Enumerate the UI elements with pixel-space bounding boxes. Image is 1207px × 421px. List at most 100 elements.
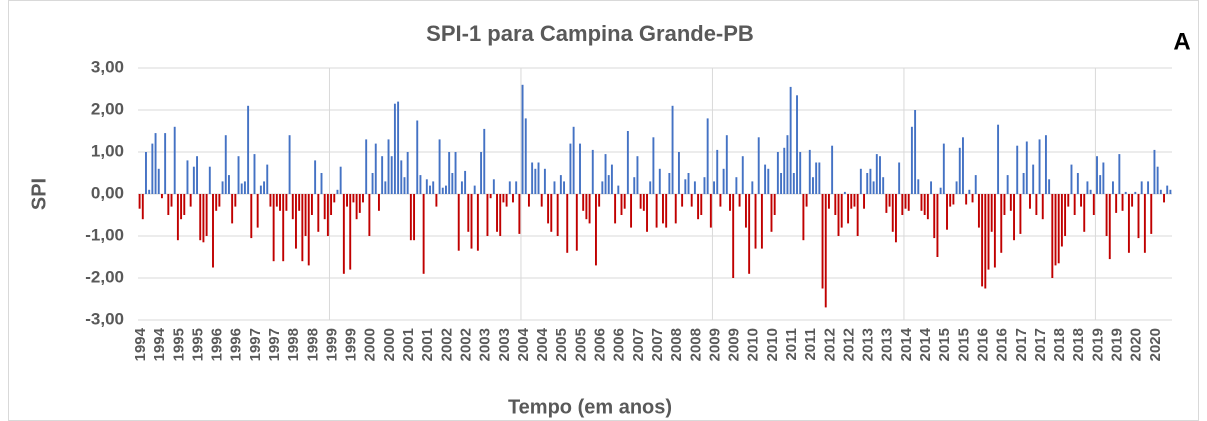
bar <box>457 194 460 251</box>
bar <box>633 177 636 194</box>
bar <box>301 194 304 262</box>
bar <box>977 194 980 228</box>
bar <box>1019 194 1022 234</box>
bar <box>630 194 633 228</box>
bar <box>1166 185 1169 194</box>
x-tick-label: 2009 <box>726 328 743 361</box>
x-tick-label: 2018 <box>1051 328 1068 361</box>
bar <box>837 194 840 236</box>
bar <box>843 191 846 194</box>
x-tick-label: 2020 <box>1147 328 1164 361</box>
bar <box>722 168 725 194</box>
bar <box>160 194 163 199</box>
bar <box>256 194 259 228</box>
bar <box>598 194 601 207</box>
x-tick-label: 2008 <box>668 328 685 361</box>
bar <box>518 194 521 234</box>
x-tick-label: 2017 <box>1013 328 1030 361</box>
bar <box>499 194 502 236</box>
bar <box>288 135 291 194</box>
y-tick-label: 0,00 <box>91 183 124 202</box>
bar <box>384 181 387 194</box>
bar <box>853 194 856 207</box>
bar <box>295 194 297 249</box>
bar <box>757 137 760 194</box>
bar <box>993 194 996 268</box>
bar <box>371 173 374 194</box>
bar <box>879 156 881 194</box>
bar <box>381 156 384 194</box>
bar <box>148 189 151 194</box>
bar <box>569 143 572 194</box>
bar <box>224 135 227 194</box>
bar <box>227 175 230 194</box>
bar <box>250 194 253 239</box>
bar <box>926 194 929 220</box>
bar <box>1064 194 1067 236</box>
bar <box>987 194 990 270</box>
bar <box>984 194 987 289</box>
bar <box>202 194 205 243</box>
bar <box>170 194 173 207</box>
bar <box>834 194 837 215</box>
bar <box>1083 194 1086 232</box>
bar <box>496 194 498 232</box>
bar <box>550 194 553 232</box>
bar <box>748 194 751 274</box>
bar <box>413 194 416 241</box>
bar <box>531 162 534 194</box>
y-tick-label: -3,00 <box>85 309 124 328</box>
x-tick-label: 2019 <box>1089 328 1106 361</box>
bar <box>595 194 597 266</box>
x-tick-label: 1998 <box>285 328 302 361</box>
bar <box>1159 189 1162 194</box>
x-tick-label: 2000 <box>362 328 379 361</box>
bar <box>796 95 798 194</box>
bar <box>575 194 578 251</box>
bar <box>888 194 891 207</box>
bar <box>559 175 562 194</box>
bar <box>729 194 731 211</box>
bar <box>1009 194 1012 211</box>
bar <box>470 194 473 249</box>
x-tick-label: 2004 <box>534 327 551 361</box>
bar <box>642 194 645 211</box>
bar <box>1140 181 1143 194</box>
x-tick-label: 2006 <box>611 328 628 361</box>
bar <box>610 164 613 194</box>
bar <box>974 175 977 194</box>
bar <box>818 162 821 194</box>
x-tick-label: 1998 <box>304 328 321 361</box>
bar <box>1115 194 1118 213</box>
bar <box>1048 179 1051 194</box>
bar <box>1070 164 1073 194</box>
bar <box>920 194 923 211</box>
bar <box>333 194 336 203</box>
x-tick-label: 2017 <box>1032 328 1049 361</box>
bar <box>1124 191 1127 194</box>
bar <box>387 139 390 194</box>
bar <box>180 194 183 220</box>
bar <box>668 173 671 194</box>
bar <box>212 194 214 268</box>
bar <box>1099 175 1102 194</box>
bar <box>199 194 202 241</box>
bar <box>189 194 192 207</box>
x-tick-label: 1994 <box>151 327 168 361</box>
bar <box>397 101 400 194</box>
bar <box>907 194 910 211</box>
bar <box>585 194 588 220</box>
bar <box>145 152 147 194</box>
bar <box>314 160 317 194</box>
bar <box>904 194 907 209</box>
bar <box>859 168 862 194</box>
bar <box>965 194 968 205</box>
bar <box>1096 156 1098 194</box>
bar <box>1006 175 1009 194</box>
bar <box>1118 154 1121 194</box>
bar <box>741 156 744 194</box>
bar <box>266 164 269 194</box>
bar <box>467 194 470 232</box>
bar <box>652 137 655 194</box>
